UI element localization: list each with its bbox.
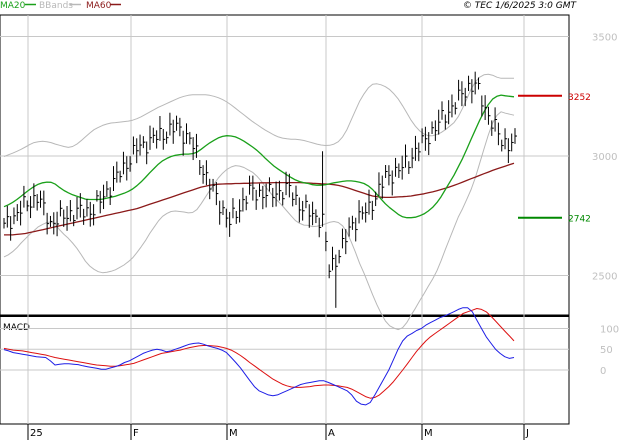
macd-tick-label: 0 (600, 366, 606, 377)
macd-lines (3, 307, 515, 406)
price-panel-frame (0, 14, 570, 316)
month-tick-label: J (525, 428, 529, 439)
month-tick-label: M (229, 428, 238, 439)
price-tick-label: 3000 (592, 152, 617, 163)
legend-bbands-label: BBands (39, 1, 73, 11)
month-tick-label: A (328, 428, 335, 439)
resistance-level-label: 3252 (568, 93, 591, 103)
price-tick-label: 2500 (592, 272, 617, 283)
macd-signal-line (3, 308, 515, 399)
price-bars (3, 71, 517, 308)
price-tick-label: 3500 (592, 33, 617, 44)
price-levels: 3252 2742 (518, 93, 591, 225)
axes: 2500 3000 3500 100 50 0 25 F M A M J (27, 33, 619, 440)
macd-tick-label: 50 (600, 345, 613, 356)
month-tick-label: 25 (30, 428, 43, 439)
legend-ma60-label: MA60 (86, 1, 112, 11)
month-tick-label: F (133, 428, 139, 439)
macd-tick-label: 100 (600, 324, 619, 335)
gridlines (0, 15, 569, 440)
support-level-label: 2742 (568, 215, 591, 225)
copyright-text: © TEC 1/6/2025 3:0 GMT (463, 1, 578, 11)
macd-line (3, 307, 515, 406)
ma60-line (4, 162, 515, 236)
legend-ma20-label: MA20 (0, 1, 26, 11)
legend: MA20 BBands MA60 (0, 1, 121, 11)
month-tick-label: M (424, 428, 433, 439)
bbands-lower-line (3, 111, 515, 331)
ma20-line (3, 94, 515, 219)
